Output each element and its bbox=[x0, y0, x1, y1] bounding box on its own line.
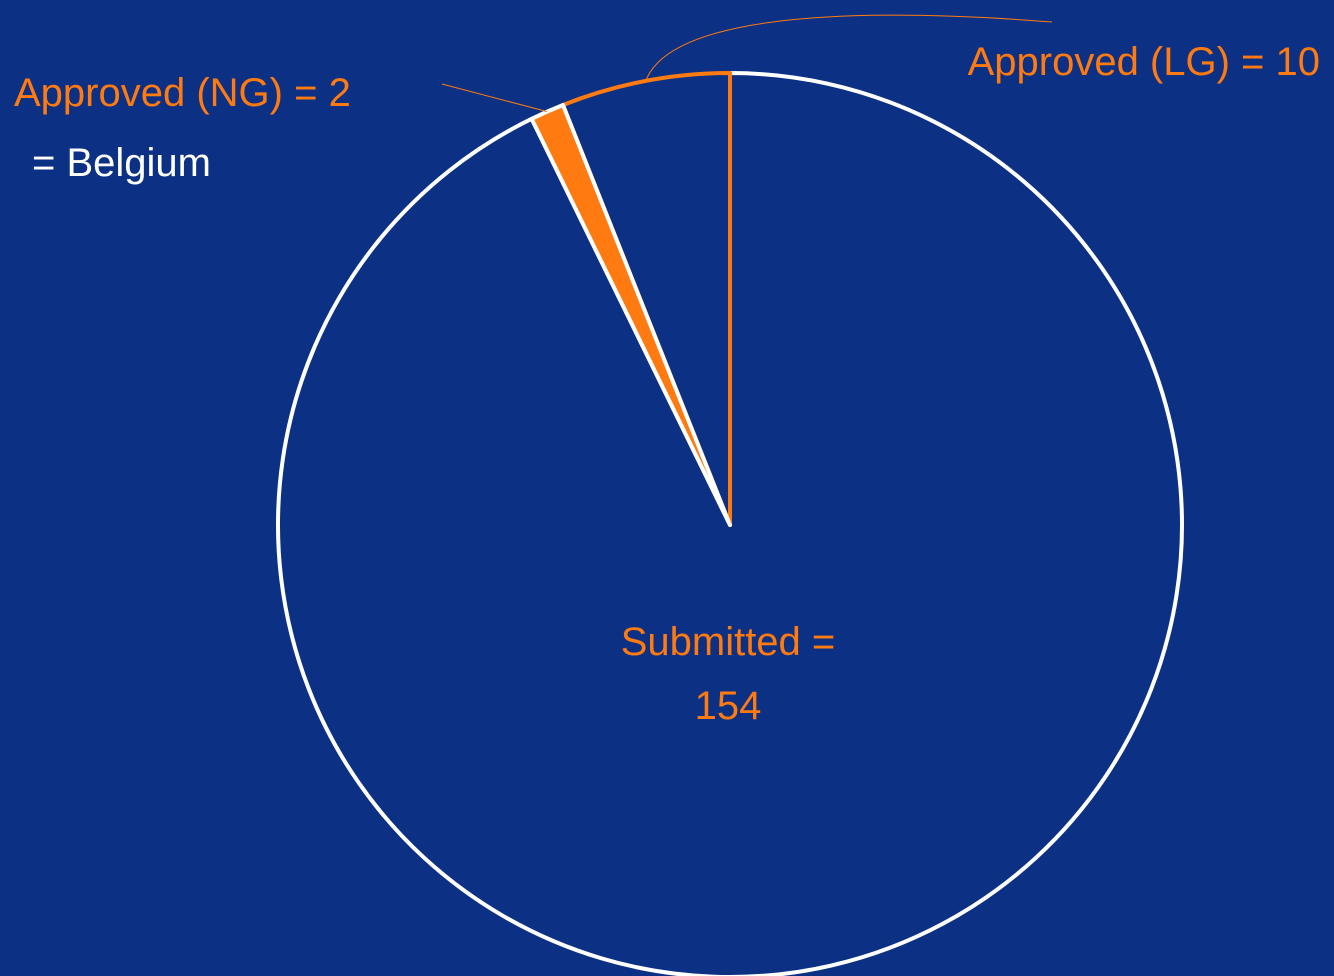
pie-slices bbox=[276, 71, 1184, 976]
label-submitted-line2: 154 bbox=[695, 684, 762, 728]
leader-line-approved-ng bbox=[441, 83, 548, 113]
label-submitted-line1: Submitted = bbox=[621, 620, 836, 664]
annotation-belgium: = Belgium bbox=[32, 141, 211, 185]
label-approved-ng: Approved (NG) = 2 bbox=[14, 71, 351, 115]
leader-line-approved-lg bbox=[644, 14, 1053, 84]
label-approved-lg: Approved (LG) = 10 bbox=[968, 40, 1320, 84]
leader-lines bbox=[441, 14, 1053, 113]
pie-slice-approved-lg bbox=[560, 71, 732, 527]
